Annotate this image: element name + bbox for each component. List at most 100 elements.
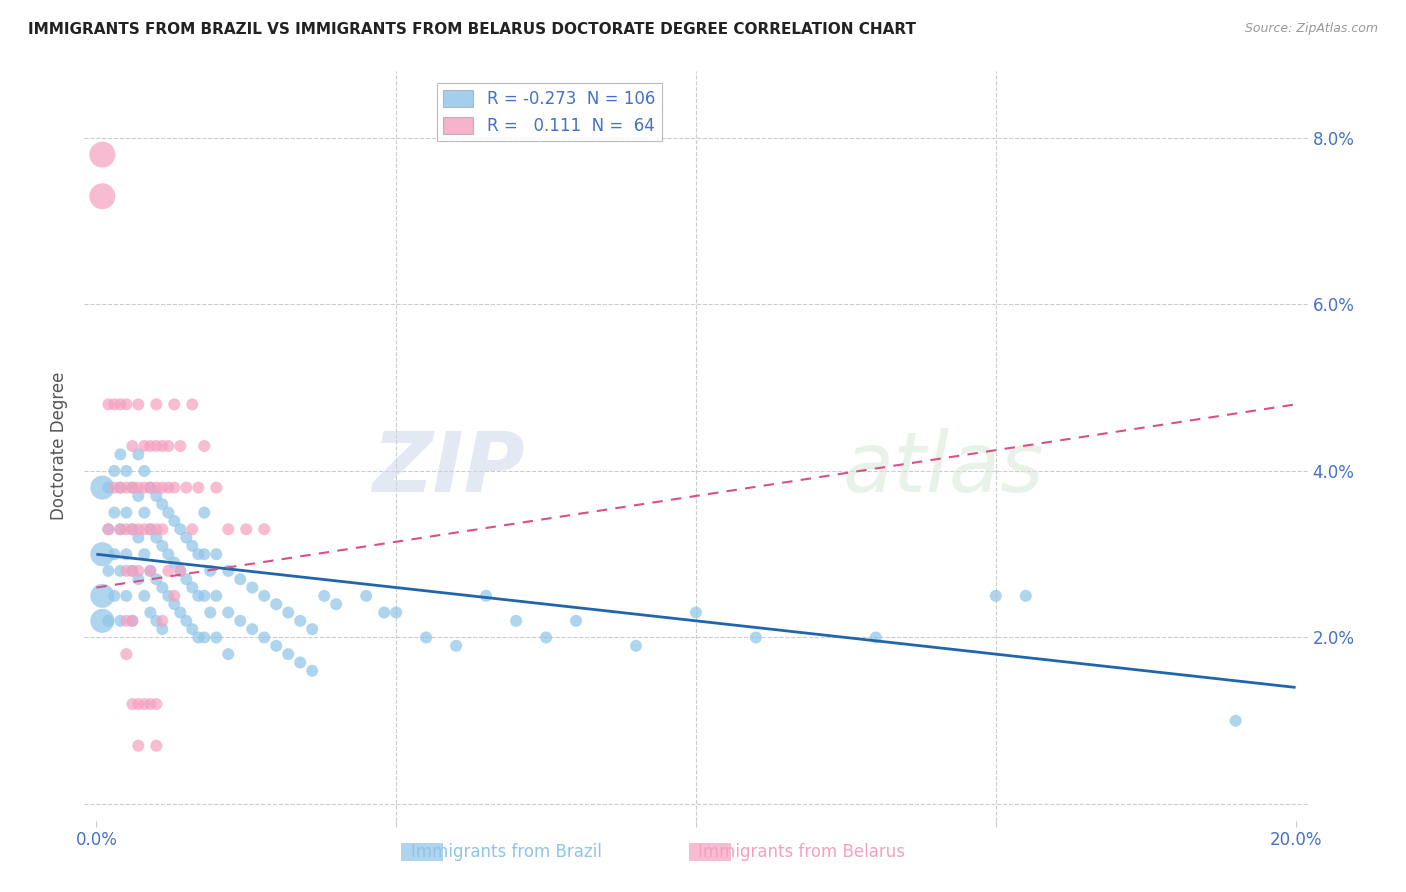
Point bbox=[163, 589, 186, 603]
Point bbox=[187, 481, 209, 495]
Point bbox=[624, 639, 647, 653]
Point bbox=[187, 589, 209, 603]
Point bbox=[181, 581, 204, 595]
Point bbox=[110, 522, 132, 536]
Point bbox=[121, 522, 143, 536]
Point bbox=[264, 597, 287, 611]
Point bbox=[97, 522, 120, 536]
Point bbox=[110, 564, 132, 578]
Point bbox=[145, 531, 167, 545]
Point bbox=[127, 481, 149, 495]
Point bbox=[264, 639, 287, 653]
Point bbox=[97, 564, 120, 578]
Point bbox=[134, 481, 156, 495]
Point bbox=[127, 531, 149, 545]
Point bbox=[229, 614, 252, 628]
Point bbox=[110, 614, 132, 628]
Point bbox=[139, 522, 162, 536]
Point bbox=[187, 631, 209, 645]
Point bbox=[139, 481, 162, 495]
Point bbox=[157, 547, 180, 561]
Point bbox=[145, 489, 167, 503]
Text: Source: ZipAtlas.com: Source: ZipAtlas.com bbox=[1244, 22, 1378, 36]
Point bbox=[217, 564, 239, 578]
Point bbox=[110, 481, 132, 495]
Point bbox=[277, 647, 299, 661]
Point bbox=[115, 481, 138, 495]
Point bbox=[150, 522, 173, 536]
Point bbox=[277, 606, 299, 620]
Point bbox=[121, 614, 143, 628]
Point bbox=[169, 564, 191, 578]
Point bbox=[150, 439, 173, 453]
Point bbox=[91, 481, 114, 495]
Point bbox=[205, 481, 228, 495]
Point bbox=[174, 572, 197, 586]
Point bbox=[253, 631, 276, 645]
Point bbox=[314, 589, 336, 603]
Point bbox=[134, 697, 156, 711]
Point bbox=[127, 522, 149, 536]
Point bbox=[115, 506, 138, 520]
Point bbox=[163, 481, 186, 495]
Point bbox=[121, 564, 143, 578]
Point bbox=[235, 522, 257, 536]
Point bbox=[97, 481, 120, 495]
Point bbox=[169, 439, 191, 453]
Point bbox=[91, 589, 114, 603]
Point bbox=[354, 589, 377, 603]
Point bbox=[163, 597, 186, 611]
Point bbox=[325, 597, 347, 611]
Point bbox=[181, 539, 204, 553]
Point bbox=[127, 397, 149, 411]
Point bbox=[127, 739, 149, 753]
Point bbox=[240, 622, 263, 636]
Point bbox=[685, 606, 707, 620]
Point bbox=[193, 547, 215, 561]
Point bbox=[150, 539, 173, 553]
Text: Immigrants from Brazil: Immigrants from Brazil bbox=[411, 843, 602, 861]
Point bbox=[145, 481, 167, 495]
Point bbox=[139, 522, 162, 536]
Point bbox=[134, 522, 156, 536]
Point bbox=[145, 439, 167, 453]
Point bbox=[145, 739, 167, 753]
Point bbox=[115, 564, 138, 578]
Point bbox=[217, 522, 239, 536]
Point bbox=[150, 581, 173, 595]
Point bbox=[157, 564, 180, 578]
Point bbox=[163, 397, 186, 411]
Point bbox=[475, 589, 498, 603]
Point bbox=[181, 397, 204, 411]
Point bbox=[205, 631, 228, 645]
Point bbox=[157, 589, 180, 603]
Point bbox=[200, 606, 222, 620]
Point bbox=[103, 506, 125, 520]
Point bbox=[103, 464, 125, 478]
Point bbox=[103, 481, 125, 495]
Point bbox=[145, 614, 167, 628]
Point bbox=[145, 522, 167, 536]
Point bbox=[174, 531, 197, 545]
Point bbox=[103, 589, 125, 603]
Point bbox=[253, 522, 276, 536]
Point bbox=[205, 547, 228, 561]
Point bbox=[110, 397, 132, 411]
Point bbox=[150, 481, 173, 495]
Text: atlas: atlas bbox=[842, 428, 1045, 509]
Legend: R = -0.273  N = 106, R =   0.111  N =  64: R = -0.273 N = 106, R = 0.111 N = 64 bbox=[437, 84, 662, 142]
Point bbox=[121, 614, 143, 628]
Point bbox=[253, 589, 276, 603]
Point bbox=[145, 697, 167, 711]
Point bbox=[121, 697, 143, 711]
Point bbox=[110, 522, 132, 536]
Point bbox=[301, 622, 323, 636]
Point bbox=[103, 547, 125, 561]
Point bbox=[115, 522, 138, 536]
Point bbox=[444, 639, 467, 653]
Point bbox=[145, 572, 167, 586]
Y-axis label: Doctorate Degree: Doctorate Degree bbox=[51, 372, 69, 520]
Point bbox=[121, 481, 143, 495]
Point bbox=[110, 447, 132, 461]
Point bbox=[163, 556, 186, 570]
